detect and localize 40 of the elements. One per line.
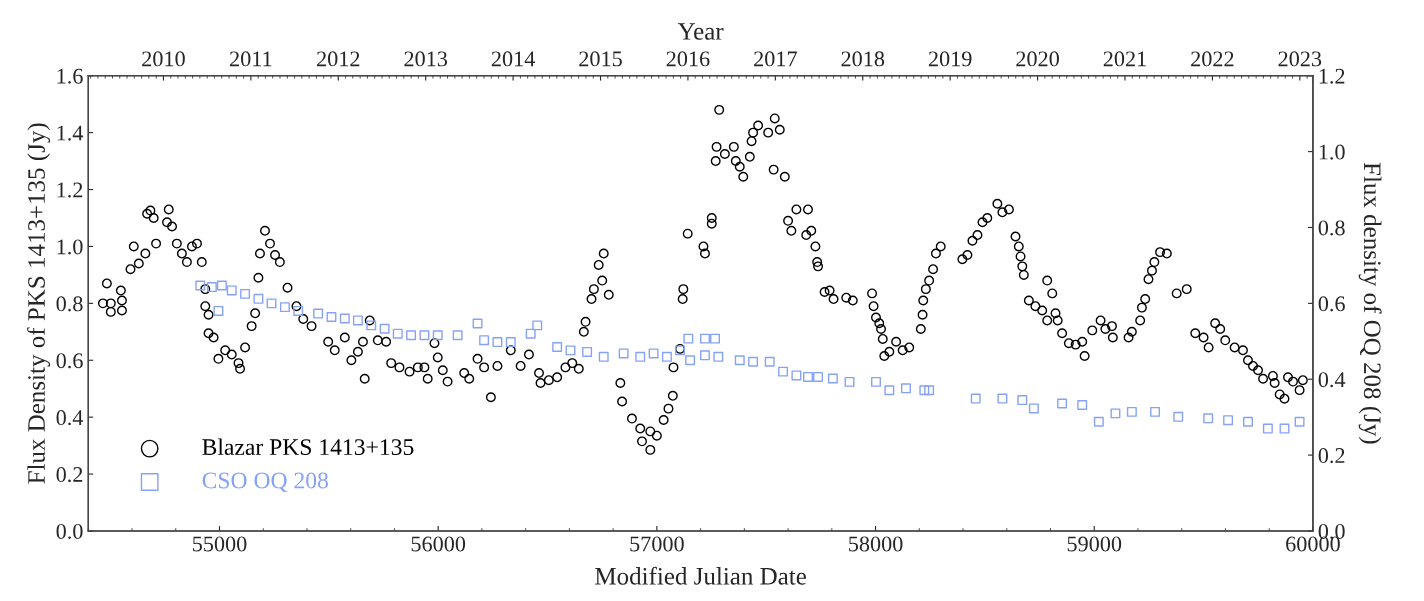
x-tick-label: 56000 xyxy=(411,536,466,552)
x2-tick-label: 2016 xyxy=(666,51,710,67)
x2-tick-label: 2014 xyxy=(491,51,535,67)
legend-label: Blazar PKS 1413+135 xyxy=(202,438,414,456)
y-tick-label: 1.6 xyxy=(57,68,83,84)
y-tick-label: 1.4 xyxy=(57,125,84,141)
x2-tick-label: 2012 xyxy=(317,51,360,67)
x2-tick-label: 2011 xyxy=(230,51,272,67)
x2-tick-label: 2013 xyxy=(404,51,448,67)
y-tick-label: 1.0 xyxy=(57,239,83,255)
y-tick-label: 0.4 xyxy=(56,410,84,426)
y2-tick-label: 1.2 xyxy=(1319,68,1345,84)
x2-tick-label: 2020 xyxy=(1016,51,1059,67)
x-axis-title: Modified Julian Date xyxy=(595,566,806,585)
x2-tick-label: 2019 xyxy=(928,51,972,67)
x2-tick-label: 2010 xyxy=(142,51,185,67)
x-tick-label: 58000 xyxy=(849,536,903,552)
y-tick-label: 1.2 xyxy=(57,182,83,198)
x-tick-label: 55000 xyxy=(193,536,247,552)
y2-tick-label: 1.0 xyxy=(1319,144,1345,160)
x2-tick-label: 2018 xyxy=(841,51,885,67)
x2-tick-label: 2022 xyxy=(1191,51,1234,67)
y2-tick-label: 0.4 xyxy=(1318,372,1346,388)
y2-tick-label: 0.6 xyxy=(1318,296,1345,312)
y-axis-title: Flux Density of PKS 1413+135 (Jy) xyxy=(27,123,51,484)
y-tick-label: 0.6 xyxy=(56,353,83,369)
x2-tick-label: 2023 xyxy=(1278,51,1322,67)
y2-tick-label: 0.2 xyxy=(1318,448,1345,464)
y-tick-label: 0.2 xyxy=(56,467,83,483)
legend-label: CSO OQ 208 xyxy=(202,472,328,493)
y-tick-label: 0.0 xyxy=(56,523,83,540)
x2-tick-label: 2015 xyxy=(579,51,622,67)
y-tick-label: 0.8 xyxy=(56,296,83,312)
x-tick-label: 59000 xyxy=(1067,536,1122,552)
x2-axis-title: Year xyxy=(677,23,724,40)
x2-tick-label: 2021 xyxy=(1103,51,1146,67)
x2-tick-label: 2017 xyxy=(754,51,797,67)
x-tick-label: 57000 xyxy=(630,536,684,552)
y2-axis-title: Flux density of OQ 208 (Jy) xyxy=(1358,162,1382,444)
y2-tick-label: 0.8 xyxy=(1318,220,1345,236)
